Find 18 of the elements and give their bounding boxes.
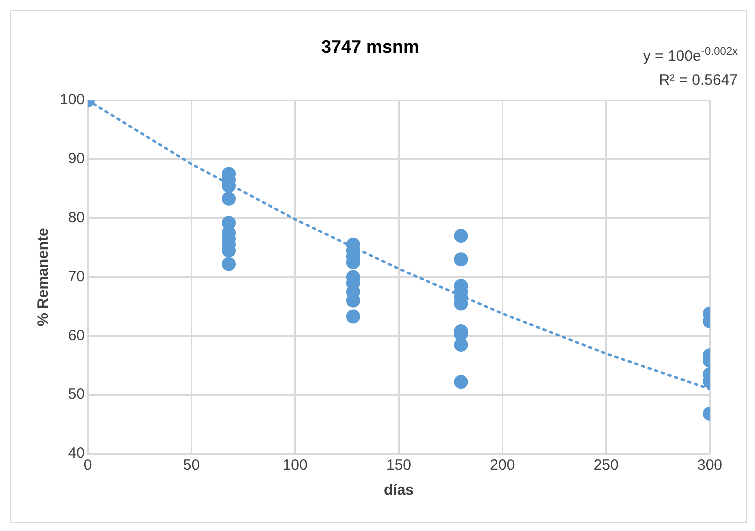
chart-title: 3747 msnm xyxy=(321,36,420,57)
y-tick-label: 50 xyxy=(68,386,86,404)
y-axis-title: % Remanente xyxy=(35,228,52,326)
y-tick-label: 100 xyxy=(60,92,86,109)
x-axis-title: días xyxy=(384,482,414,500)
x-tick-label: 150 xyxy=(386,457,412,474)
x-tick-label: 0 xyxy=(84,457,92,474)
y-tick-label: 60 xyxy=(68,327,86,344)
y-tick-label: 40 xyxy=(68,445,86,462)
x-tick-label: 50 xyxy=(183,457,200,474)
x-tick-label: 200 xyxy=(490,457,516,474)
y-tick-label: 90 xyxy=(68,150,86,168)
y-tick-label: 70 xyxy=(68,268,86,286)
x-tick-label: 250 xyxy=(594,457,619,474)
y-tick-label: 80 xyxy=(68,210,86,227)
text: R² = 0.5647 xyxy=(659,72,738,89)
x-tick-label: 300 xyxy=(697,457,723,474)
x-tick-label: 100 xyxy=(282,457,308,474)
